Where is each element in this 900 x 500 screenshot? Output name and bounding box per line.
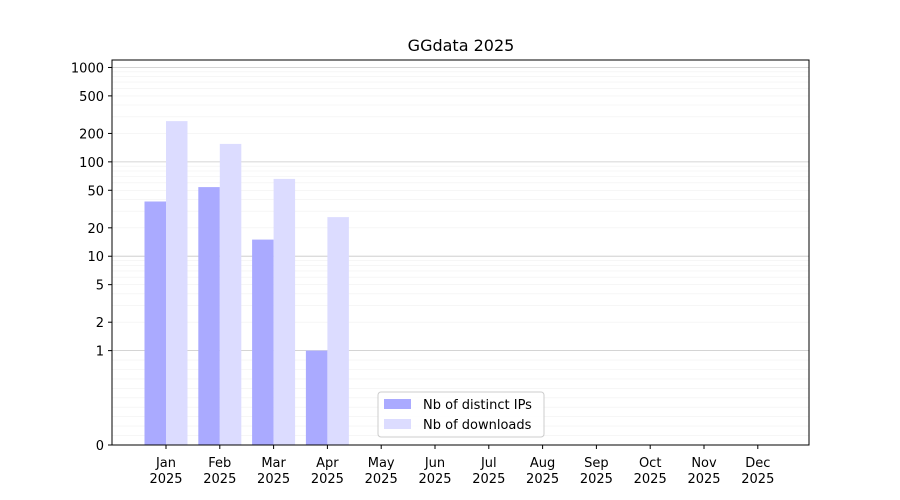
x-tick-label-month: Nov [691, 456, 717, 471]
x-tick-label-month: Jul [480, 456, 497, 471]
x-axis-ticks: Jan2025Feb2025Mar2025Apr2025May2025Jun20… [149, 445, 774, 487]
legend-label: Nb of distinct IPs [423, 398, 532, 413]
bar-distinct-ips-feb [198, 187, 220, 445]
bar-downloads-mar [273, 178, 296, 445]
x-tick-label-month: Aug [530, 456, 555, 471]
legend: Nb of distinct IPs Nb of downloads [377, 391, 545, 438]
y-tick-label: 1000 [71, 61, 104, 76]
y-axis-ticks: 0 1 2 5 10 20 50 100 200 500 1000 [71, 61, 112, 454]
x-tick-label-month: Apr [316, 456, 339, 471]
x-tick-label-year: 2025 [365, 472, 398, 487]
bar-downloads-apr [327, 217, 349, 445]
bar-distinct-ips-mar [252, 239, 274, 445]
x-tick-label-year: 2025 [741, 472, 774, 487]
x-tick-label-month: Mar [261, 456, 286, 471]
x-tick-label-year: 2025 [580, 472, 613, 487]
x-tick-label-month: Dec [745, 456, 770, 471]
x-tick-label-month: Jan [155, 456, 176, 471]
legend-swatch [384, 399, 411, 409]
y-tick-label: 20 [87, 222, 104, 237]
y-tick-label: 50 [87, 184, 104, 199]
bar-distinct-ips-jan [144, 201, 166, 445]
y-tick-label: 0 [96, 439, 104, 454]
legend-label: Nb of downloads [423, 418, 532, 433]
plot-frame [111, 59, 810, 446]
x-tick-label-year: 2025 [526, 472, 559, 487]
y-tick-label: 5 [96, 279, 104, 294]
x-tick-label-month: Oct [639, 456, 661, 471]
x-tick-label-year: 2025 [149, 472, 182, 487]
x-tick-label-year: 2025 [634, 472, 667, 487]
x-tick-label-year: 2025 [311, 472, 344, 487]
y-tick-label: 2 [96, 316, 104, 331]
x-tick-label-month: Sep [584, 456, 609, 471]
y-tick-label: 1 [96, 345, 104, 360]
y-tick-label: 100 [79, 156, 104, 171]
chart-title: GGdata 2025 [408, 36, 515, 55]
x-tick-label-month: Jun [424, 456, 445, 471]
x-tick-label-year: 2025 [687, 472, 720, 487]
y-tick-label: 200 [79, 127, 104, 142]
x-tick-label-year: 2025 [257, 472, 290, 487]
legend-box [377, 391, 545, 438]
x-tick-label-year: 2025 [472, 472, 505, 487]
bar-downloads-jan [166, 121, 188, 445]
x-tick-label-year: 2025 [203, 472, 236, 487]
x-tick-label-year: 2025 [418, 472, 451, 487]
y-tick-label: 10 [87, 250, 104, 265]
x-tick-label-month: Feb [208, 456, 231, 471]
y-tick-label: 500 [79, 90, 104, 105]
bar-downloads-feb [219, 143, 242, 445]
bar-distinct-ips-apr [305, 350, 328, 445]
x-tick-label-month: May [368, 456, 395, 471]
legend-swatch [384, 419, 411, 429]
bars [144, 121, 349, 445]
